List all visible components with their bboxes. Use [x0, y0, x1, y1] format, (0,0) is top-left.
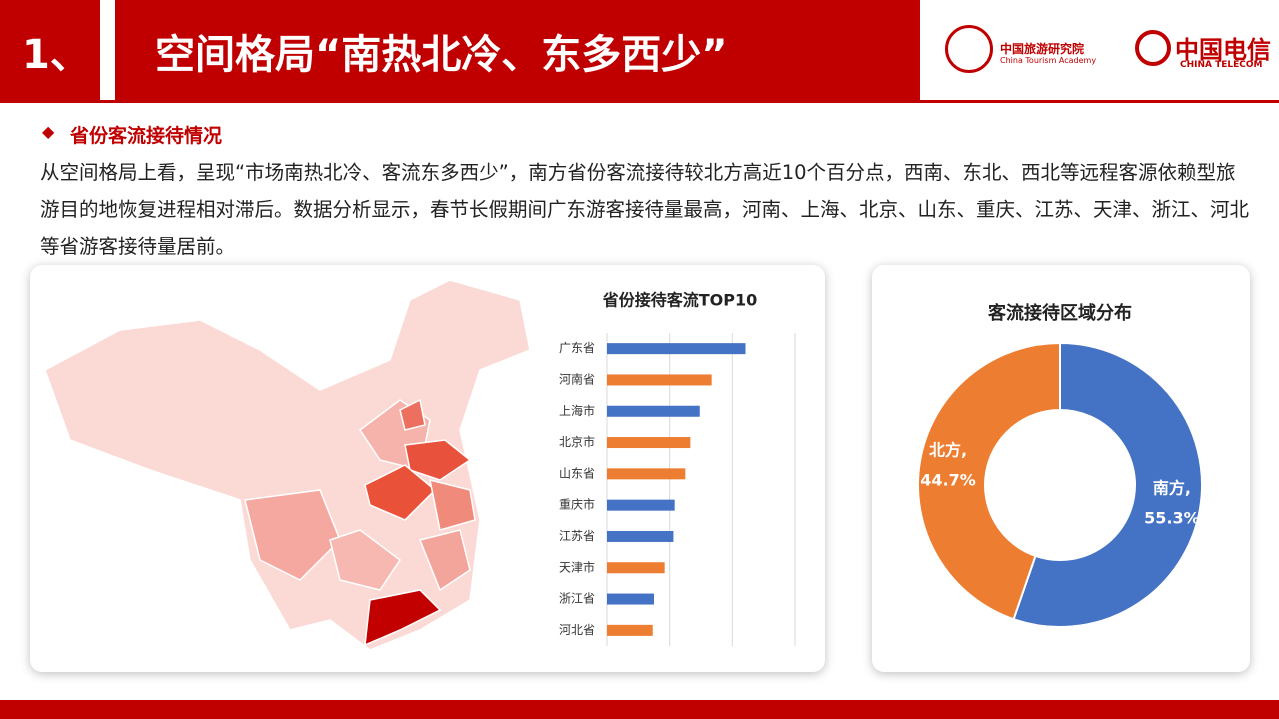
y-tick-label: 上海市: [559, 403, 595, 418]
y-tick-label: 江苏省: [559, 529, 595, 543]
bar: [607, 437, 691, 449]
map-region: [329, 529, 402, 591]
logo-cta-en: China Tourism Academy: [1000, 56, 1097, 65]
y-tick-label: 山东省: [559, 466, 595, 480]
donut-slice: [917, 341, 1061, 621]
map: [44, 279, 531, 651]
slice-label: 北方,: [929, 441, 967, 460]
y-tick-label: 河北省: [559, 623, 595, 637]
y-tick-label: 浙江省: [559, 592, 595, 606]
footer-band: [0, 700, 1279, 719]
bar: [607, 593, 654, 605]
title-band: [115, 0, 920, 100]
logo-cta-cn: 中国旅游研究院: [1000, 42, 1085, 56]
map-region: [418, 529, 471, 592]
slice-value: 44.7%: [920, 471, 976, 490]
map-region: [399, 398, 426, 431]
bar: [607, 624, 653, 636]
bar: [607, 343, 746, 355]
number-box: [0, 0, 100, 100]
logo-ct-en: CHINA TELECOM: [1180, 60, 1263, 70]
y-tick-label: 广东省: [559, 341, 595, 355]
chart-title: 省份接待客流TOP10: [602, 291, 758, 310]
y-tick-label: 重庆市: [559, 497, 595, 512]
logo-ct-icon: [1135, 30, 1171, 66]
logo-cta-icon: [945, 25, 993, 73]
map-region: [44, 279, 531, 651]
map-region: [429, 478, 476, 531]
logo-ct-cn: 中国电信: [1175, 35, 1271, 64]
section-number: 1、: [22, 32, 90, 78]
bar: [607, 530, 674, 542]
bar: [607, 562, 665, 574]
page-title: 空间格局“南热北冷、东多西少”: [155, 32, 728, 78]
bar: [607, 468, 686, 480]
bar: [607, 499, 675, 511]
y-tick-label: 河南省: [559, 371, 595, 386]
header-rule: [0, 100, 1279, 103]
slice-value: 55.3%: [1144, 508, 1200, 527]
chart-title: 客流接待区域分布: [988, 302, 1132, 324]
bar: [607, 405, 700, 417]
bullet: ◆: [42, 122, 55, 141]
section-title: 省份客流接待情况: [70, 125, 223, 147]
y-tick-label: 北京市: [559, 434, 595, 449]
map-region: [404, 439, 472, 481]
map-region: [244, 489, 341, 581]
y-tick-label: 天津市: [559, 559, 595, 574]
map-region: [364, 589, 442, 647]
paragraph: 从空间格局上看，呈现“市场南热北冷、客流东多西少”，南方省份客流接待较北方高近1…: [40, 161, 1250, 258]
map-region: [364, 464, 437, 521]
bar: [607, 374, 712, 386]
slice-label: 南方,: [1153, 478, 1191, 497]
donut-slice: [1012, 341, 1203, 628]
